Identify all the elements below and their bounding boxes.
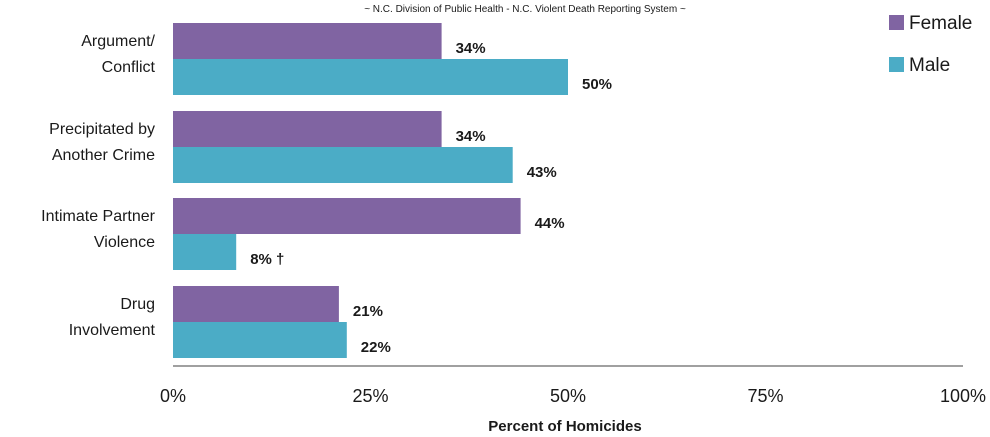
category-label-2-line-0: Intimate Partner [41, 208, 156, 225]
category-labels-layer: Argument/Conflict Precipitated by Another … [41, 33, 156, 339]
category-label-0-line-0: Argument/ [81, 33, 155, 50]
data-label-male-2: 8% † [250, 251, 284, 268]
bar-male-3 [173, 322, 347, 358]
category-label-1-line-0: Precipitated by [49, 121, 155, 138]
category-label-3-line-0: Drug [120, 296, 155, 313]
x-tick-labels-layer: 0% 25% 50% 75% 100% [160, 386, 986, 406]
x-tick-label-0: 0% [160, 386, 186, 406]
bar-female-2 [173, 198, 521, 234]
legend-swatch-male [889, 57, 904, 72]
x-tick-label-100: 100% [940, 386, 986, 406]
data-label-male-1: 43% [527, 164, 557, 181]
bar-male-2 [173, 234, 237, 270]
x-tick-label-50: 50% [550, 386, 586, 406]
bar-male-0 [173, 59, 568, 95]
data-label-female-0: 34% [456, 40, 486, 57]
category-label-3-line-1: Involvement [69, 322, 156, 339]
legend: Female Male [889, 13, 972, 76]
bars-layer [173, 23, 568, 358]
bar-male-1 [173, 147, 513, 183]
category-label-2-line-1: Violence [94, 234, 155, 251]
bar-female-0 [173, 23, 442, 59]
legend-swatch-female [889, 15, 904, 30]
legend-label-male: Male [909, 55, 950, 76]
category-label-0-line-1: Conflict [102, 59, 156, 76]
data-label-female-3: 21% [353, 303, 383, 320]
data-labels-layer: 34% 50% 34% 43% 44% 8% † 21% 22% [250, 40, 612, 356]
category-label-1-line-1: Another Crime [52, 147, 155, 164]
data-label-female-2: 44% [535, 215, 565, 232]
bar-female-3 [173, 286, 339, 322]
source-note: ~ N.C. Division of Public Health - N.C. … [364, 4, 686, 15]
x-tick-label-75: 75% [747, 386, 783, 406]
x-axis-title: Percent of Homicides [488, 418, 641, 435]
data-label-female-1: 34% [456, 128, 486, 145]
x-tick-label-25: 25% [352, 386, 388, 406]
data-label-male-3: 22% [361, 339, 391, 356]
bar-female-1 [173, 111, 442, 147]
data-label-male-0: 50% [582, 76, 612, 93]
legend-label-female: Female [909, 13, 972, 34]
